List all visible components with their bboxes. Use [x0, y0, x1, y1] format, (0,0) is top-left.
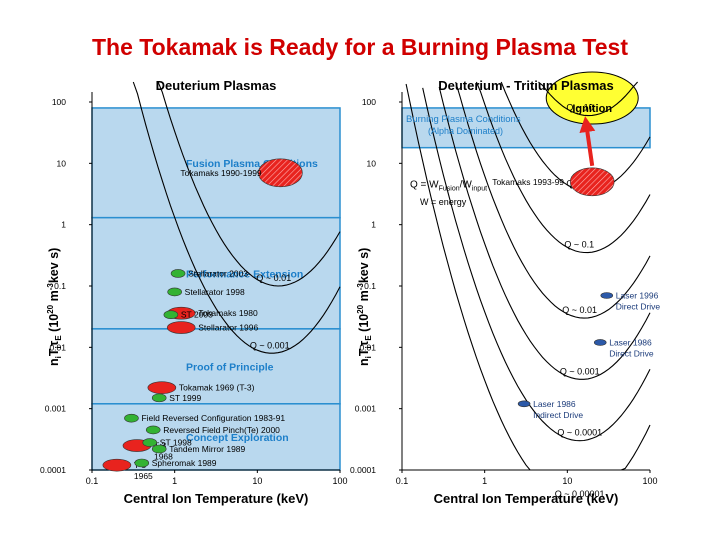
y-tick-label: 0.01: [49, 342, 66, 352]
region-label: Laser 1986: [533, 399, 576, 409]
region-tokamak: [166, 321, 196, 334]
y-tick-label: 1: [61, 220, 66, 230]
region-label: Spheromak 1989: [152, 458, 217, 468]
q-curve: [455, 81, 651, 319]
y-tick-label: 10: [57, 158, 67, 168]
y-tick-label: 0.001: [45, 404, 67, 414]
q-formula: Q = WFusion/Winput: [410, 180, 487, 193]
region-stellarator: [134, 458, 150, 468]
x-tick-label: 10: [252, 476, 262, 486]
region-tokamak: [147, 381, 177, 394]
q-curve: [422, 87, 651, 442]
region-tokamak: [258, 158, 303, 188]
region-laser: [593, 339, 607, 346]
panel-title: Deuterium - Tritium Plasmas: [438, 78, 614, 93]
x-tick-label: 1: [482, 476, 487, 486]
band-sublabel: (Alpha Dominated): [428, 126, 503, 136]
region-stellarator: [124, 413, 139, 423]
x-tick-label: 100: [332, 476, 347, 486]
x-tick-label: 10: [562, 476, 572, 486]
region-stellarator: [151, 444, 167, 454]
q-curve-label: Q ~ 0.01: [256, 273, 291, 283]
x-tick-label: 0.1: [396, 476, 409, 486]
q-curve-label: Q ~ 0.00001: [555, 489, 605, 499]
region-stellarator: [167, 287, 182, 297]
band-label: Concept Exploration: [186, 432, 289, 444]
progress-arrow: [579, 116, 596, 167]
slide-title: The Tokamak is Ready for a Burning Plasm…: [92, 34, 628, 60]
q-curve-label: Q ~ 10: [566, 103, 593, 113]
region-label: Tokamaks 1990-1999: [180, 168, 262, 178]
y-axis-label: niTiτE (1020 m-3kev s): [46, 248, 63, 366]
region-label: Ignition: [572, 103, 612, 115]
q-curve: [475, 81, 651, 254]
region-label: Reversed Field Pinch(Te) 2000: [163, 425, 280, 435]
region-stellarator: [145, 425, 161, 435]
q-curve: [438, 86, 651, 380]
region-label: Indirect Drive: [533, 410, 583, 420]
q-curve: [157, 81, 341, 287]
band-label: Performance Extension: [186, 268, 303, 280]
region-stellarator: [163, 310, 179, 320]
region-label: Tokamaks 1993-99: [492, 177, 564, 187]
region-stellarator: [170, 269, 186, 278]
y-tick-label: 1: [371, 220, 376, 230]
y-tick-label: 0.0001: [350, 465, 376, 475]
y-tick-label: 0.1: [364, 281, 376, 291]
y-tick-label: 0.01: [359, 342, 376, 352]
region-label: 1965: [134, 471, 153, 481]
q-curve: [132, 81, 341, 354]
region-stellarator: [142, 438, 158, 447]
region-label: Stellarator 1998: [185, 287, 245, 297]
q-curve: [538, 81, 639, 117]
y-tick-label: 0.1: [54, 281, 66, 291]
x-axis-label: Central Ion Temperature (keV): [434, 491, 619, 506]
region-label: Laser 1986: [609, 337, 652, 347]
region-label: Stellarator 2003: [188, 268, 248, 278]
region-label: ST 1999: [169, 393, 201, 403]
region-label: Field Reversed Configuration 1983-91: [141, 413, 285, 423]
region-label: Tokamaks 1980: [198, 308, 258, 318]
q-curve-label: Q ~ 0.001: [250, 340, 290, 350]
region-label: ST 2003: [181, 310, 213, 320]
x-tick-label: 0.1: [86, 476, 99, 486]
region-tokamak: [102, 458, 132, 472]
region-label: Tokamak 1969 (T-3): [179, 383, 255, 393]
y-tick-label: 0.0001: [40, 465, 66, 475]
region-label: ST 1998: [160, 438, 192, 448]
q-curve-label: Q ~ 0.0001: [557, 428, 602, 438]
q-curve-label: Q ~ 0.001: [560, 366, 600, 376]
region-label: 1968: [154, 452, 173, 462]
band-label: Proof of Principle: [186, 361, 274, 373]
region-laser: [517, 400, 531, 408]
region-label: Direct Drive: [609, 348, 654, 358]
q-curve-label: Q ~ 0.1: [564, 240, 594, 250]
y-tick-label: 10: [367, 158, 377, 168]
x-tick-label: 100: [642, 476, 657, 486]
y-axis-label: niTiτE (1020 m-3kev s): [356, 248, 373, 366]
region-label: Laser 1996: [616, 291, 659, 301]
band-performance-extension: [91, 216, 341, 330]
panel-title: Deuterium Plasmas: [156, 78, 277, 93]
region-label: Stellarator 1996: [198, 323, 258, 333]
region-laser: [600, 292, 614, 299]
y-tick-label: 0.001: [355, 404, 377, 414]
region-tokamak: [569, 167, 615, 197]
region-label: Direct Drive: [616, 302, 661, 312]
x-tick-label: 1: [172, 476, 177, 486]
x-axis-label: Central Ion Temperature (keV): [124, 491, 309, 506]
band-fusion-plasma-conditions: [91, 107, 341, 219]
q-curve-label: Q ~ 0.01: [562, 305, 597, 315]
band-label: Burning Plasma Conditions: [406, 114, 521, 125]
w-definition: W = energy: [420, 197, 467, 207]
region-stellarator: [151, 393, 167, 403]
region-label: Tandem Mirror 1989: [169, 444, 245, 454]
y-tick-label: 100: [362, 97, 376, 107]
y-tick-label: 100: [52, 97, 66, 107]
